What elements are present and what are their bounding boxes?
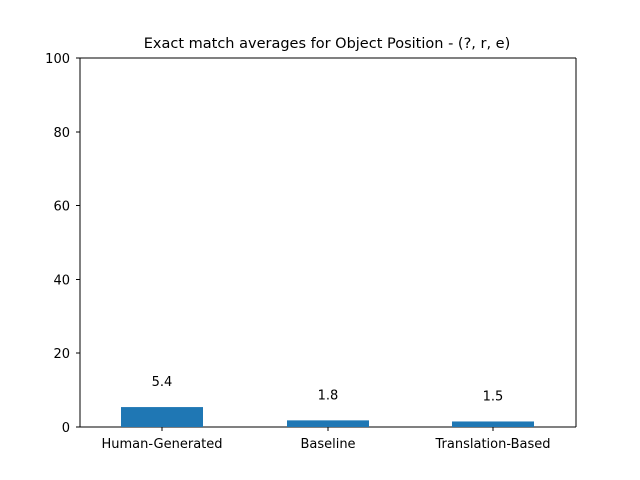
y-tick-label: 60 (53, 200, 70, 215)
value-labels: 5.4 1.8 1.5 (152, 375, 504, 404)
bar-baseline (287, 420, 369, 427)
value-label: 1.8 (318, 388, 339, 403)
value-label: 5.4 (152, 375, 173, 390)
x-axis-ticks: Human-Generated Baseline Translation-Based (101, 427, 550, 452)
value-label: 1.5 (483, 389, 504, 404)
chart-title: Exact match averages for Object Position… (144, 36, 511, 52)
plot-frame (79, 57, 577, 428)
x-tick-label: Translation-Based (435, 437, 551, 452)
y-tick-label: 40 (53, 273, 70, 288)
bars (121, 407, 534, 427)
y-tick-label: 0 (62, 421, 70, 436)
bar-human-generated (121, 407, 203, 427)
bar-translation-based (452, 421, 534, 427)
y-axis-ticks: 0 20 40 60 80 100 (45, 52, 80, 436)
y-tick-label: 20 (53, 347, 70, 362)
x-tick-label: Baseline (300, 437, 355, 452)
y-tick-label: 100 (45, 52, 70, 67)
x-tick-label: Human-Generated (101, 437, 222, 452)
y-tick-label: 80 (53, 126, 70, 141)
